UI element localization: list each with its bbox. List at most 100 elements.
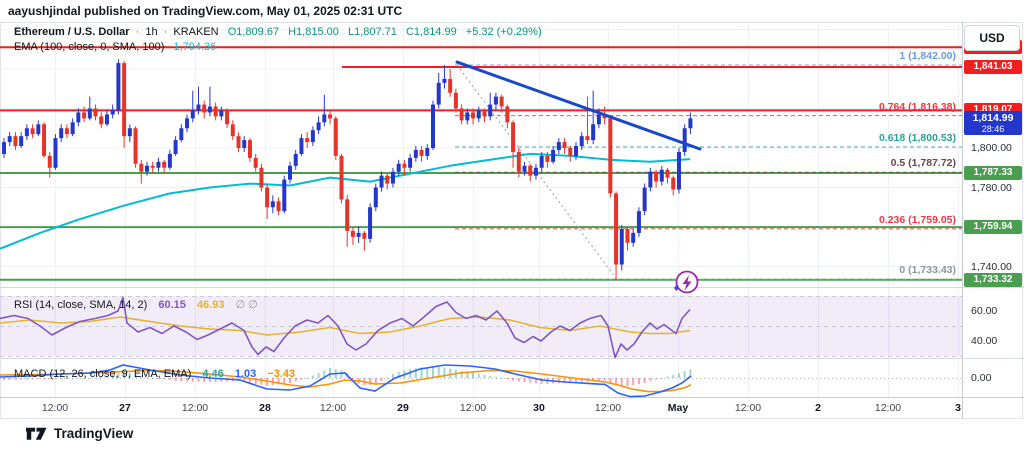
candle [293, 153, 298, 166]
macd-line-value: 1.03 [234, 368, 257, 380]
trendline[interactable] [455, 60, 702, 151]
candle [345, 199, 350, 231]
price-tick: 1,740.00 [971, 260, 1012, 273]
rsi-value: 60.15 [158, 299, 186, 311]
candle [665, 169, 670, 178]
candle [676, 151, 681, 190]
candle [64, 128, 69, 135]
candle [636, 211, 641, 233]
time-axis-label: 12:00 [41, 402, 69, 414]
candle [642, 187, 647, 212]
price-tick: 1,780.00 [971, 181, 1012, 194]
candle [499, 96, 504, 107]
ohlc-low: L1,807.71 [347, 26, 397, 38]
candle [93, 108, 98, 117]
candle [356, 232, 361, 237]
time-axis-label: 2 [815, 402, 821, 414]
candle [19, 136, 24, 147]
rsi-sma-value: 46.93 [196, 299, 225, 311]
candle [13, 136, 18, 147]
candle [379, 175, 384, 188]
legend-separator: · [163, 26, 168, 38]
candle [185, 118, 190, 129]
candle [36, 124, 41, 135]
tradingview-logo-text: TradingView [54, 426, 134, 441]
candle [127, 128, 132, 137]
candle [122, 63, 127, 137]
current-price-value: 1,814.99 [972, 112, 1014, 125]
ema-legend: EMA (100, close, 0, SMA, 100) 1,794.36 [14, 41, 216, 53]
candle [282, 179, 287, 212]
candle [648, 171, 653, 188]
candle [585, 136, 590, 141]
candle [310, 130, 315, 143]
candle [299, 138, 304, 154]
candle [654, 171, 659, 182]
candle [522, 165, 527, 172]
candle [350, 230, 355, 237]
candle [173, 140, 178, 154]
candle [288, 165, 292, 180]
macd-signal-value: −3.43 [267, 368, 296, 380]
macd-line [0, 364, 692, 398]
candle [545, 155, 550, 162]
candle [276, 201, 281, 212]
candle [47, 155, 52, 168]
time-axis-label: 12:00 [459, 402, 487, 414]
time-axis-label: May [667, 402, 689, 414]
candle [333, 118, 338, 156]
candle [110, 110, 115, 115]
macd-label: MACD (12, 26, close, 9, EMA, EMA) [14, 368, 192, 380]
price-badge-green: 1,787.33 [964, 166, 1022, 181]
candle [99, 116, 104, 125]
exchange-label: KRAKEN [173, 26, 219, 38]
candle [82, 112, 87, 119]
candle [259, 167, 264, 188]
candle [265, 187, 270, 208]
candle [402, 163, 407, 168]
candle [413, 149, 418, 158]
time-axis-label: 29 [397, 402, 409, 414]
candle [30, 128, 35, 135]
candle [453, 92, 458, 109]
candle [596, 114, 601, 125]
candle [516, 151, 521, 172]
candle [116, 63, 121, 111]
candle [608, 118, 613, 194]
time-axis[interactable] [0, 398, 1024, 419]
time-axis-label: 12:00 [874, 402, 902, 414]
candle [688, 118, 693, 129]
time-axis-label: 30 [533, 402, 545, 414]
candle [442, 78, 447, 83]
time-axis-label: 12:00 [734, 402, 762, 414]
currency-toggle-button[interactable]: USD [964, 25, 1020, 51]
rsi-line [0, 296, 691, 359]
candle [574, 146, 578, 156]
candle [390, 171, 395, 184]
candle [482, 110, 487, 117]
rsi-legend: RSI (14, close, SMA, 14, 2) 60.15 46.93 … [14, 298, 258, 311]
candle [625, 228, 630, 243]
ohlc-open: O1,809.67 [227, 26, 280, 38]
legend-separator: · [135, 26, 140, 38]
candle [568, 148, 573, 156]
fib-level-label: 0.618 (1,800.53) [878, 131, 956, 144]
candle [619, 228, 624, 265]
ema-value: 1,794.36 [173, 41, 217, 53]
time-axis-label: 12:00 [319, 402, 347, 414]
macd-signal-line [0, 369, 692, 393]
time-axis-label: 3 [955, 402, 961, 414]
time-axis-label: 12:00 [594, 402, 622, 414]
current-price-badge: 1,814.99 28:46 [964, 111, 1022, 136]
macd-tick: 0.00 [971, 372, 992, 384]
candle [236, 136, 241, 148]
lightning-marker[interactable] [674, 270, 699, 294]
candle [316, 122, 321, 131]
rsi-tick: 60.00 [971, 305, 998, 317]
candle [471, 112, 476, 119]
candle [368, 207, 373, 239]
tradingview-logo[interactable]: TradingView [26, 426, 133, 441]
candle [42, 124, 47, 156]
candle [24, 128, 29, 137]
